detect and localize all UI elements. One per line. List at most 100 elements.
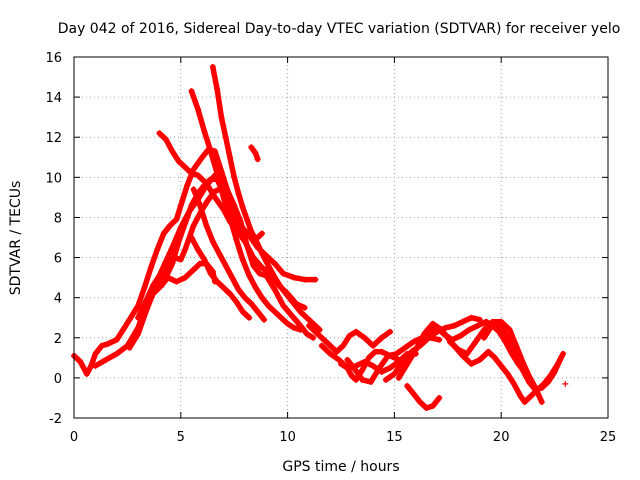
data-point-marker (182, 164, 189, 171)
data-point-marker (378, 368, 385, 375)
data-point-marker (335, 356, 342, 363)
data-point-marker (318, 342, 325, 349)
data-point-marker (271, 274, 278, 281)
data-point-marker (391, 370, 398, 377)
data-point-marker (164, 258, 171, 265)
series-trace (404, 383, 443, 411)
data-point-marker (472, 338, 479, 345)
data-point-marker (197, 202, 204, 209)
data-point-marker (327, 350, 334, 357)
data-point-marker (92, 350, 99, 357)
data-point-marker (344, 356, 351, 363)
data-point-marker (203, 222, 210, 229)
data-point-marker (384, 352, 391, 359)
data-point-marker (474, 322, 481, 329)
y-tick-label: 16 (45, 51, 62, 66)
x-tick-label: 20 (493, 430, 510, 445)
data-point-marker (126, 344, 133, 351)
data-point-marker (528, 392, 535, 399)
data-point-marker (540, 380, 547, 387)
data-point-marker (352, 328, 359, 335)
data-point-marker (367, 378, 374, 385)
y-tick-label: 0 (54, 372, 62, 387)
data-point-marker (92, 362, 99, 369)
series-arc-8 (209, 64, 323, 333)
data-point-marker (205, 196, 212, 203)
data-point-marker (226, 214, 233, 221)
data-point-marker (190, 222, 197, 229)
data-point-marker (284, 292, 291, 299)
series-arc-22 (338, 350, 419, 375)
data-point-marker (303, 314, 310, 321)
y-tick-label: 2 (54, 332, 62, 347)
data-point-marker (261, 316, 268, 323)
data-point-marker (235, 286, 242, 293)
data-point-marker (291, 324, 298, 331)
data-point-marker (214, 170, 221, 177)
data-point-marker (517, 392, 524, 399)
data-point-marker (105, 340, 112, 347)
data-point-marker (175, 158, 182, 165)
data-point-marker (547, 372, 554, 379)
data-point-marker (464, 350, 471, 357)
series-arc-7 (188, 88, 304, 333)
y-tick-label: 14 (45, 91, 62, 106)
data-point-marker (229, 274, 236, 281)
data-point-marker (316, 326, 323, 333)
data-point-marker (233, 298, 240, 305)
data-point-marker (218, 114, 225, 121)
data-point-marker (258, 250, 265, 257)
data-point-marker (346, 332, 353, 339)
data-point-marker (207, 148, 214, 155)
data-point-marker (226, 154, 233, 161)
data-point-marker (113, 336, 120, 343)
data-point-marker (534, 386, 541, 393)
data-point-marker (207, 270, 214, 277)
data-point-marker (280, 302, 287, 309)
data-point-marker (429, 402, 436, 409)
data-point-marker (327, 342, 334, 349)
data-point-marker (220, 284, 227, 291)
data-point-marker (365, 354, 372, 361)
x-axis-label: GPS time / hours (282, 459, 399, 475)
data-point-marker (188, 234, 195, 241)
data-point-marker (83, 370, 90, 377)
data-point-marker (348, 372, 355, 379)
data-point-marker (431, 322, 438, 329)
data-point-marker (370, 342, 377, 349)
data-point-marker (451, 322, 458, 329)
data-point-marker (220, 194, 227, 201)
data-point-marker (256, 270, 263, 277)
series-trace (190, 186, 267, 323)
x-tick-label: 25 (600, 430, 617, 445)
data-point-marker (521, 398, 528, 405)
data-point-marker (160, 230, 167, 237)
series-arc-1 (71, 146, 317, 377)
y-axis-label: SDTVAR / TECUs (8, 181, 24, 296)
data-point-marker (455, 346, 462, 353)
data-point-marker (387, 328, 394, 335)
data-point-marker (303, 330, 310, 337)
data-point-marker (190, 186, 197, 193)
data-point-marker (231, 174, 238, 181)
data-point-marker (504, 370, 511, 377)
data-point-marker (201, 256, 208, 263)
data-point-marker (404, 350, 411, 357)
data-point-marker (177, 256, 184, 263)
data-point-marker (173, 278, 180, 285)
data-point-marker (265, 302, 272, 309)
data-point-marker (135, 330, 142, 337)
data-point-marker (233, 236, 240, 243)
data-point-marker (301, 276, 308, 283)
data-point-marker (498, 318, 505, 325)
data-point-marker (162, 274, 169, 281)
data-point-marker (248, 300, 255, 307)
data-point-marker (359, 366, 366, 373)
data-point-marker (301, 304, 308, 311)
data-point-marker (258, 294, 265, 301)
data-point-marker (120, 326, 127, 333)
series-arc-9 (190, 186, 268, 323)
series-arc-21 (404, 382, 443, 411)
data-point-marker (207, 176, 214, 183)
